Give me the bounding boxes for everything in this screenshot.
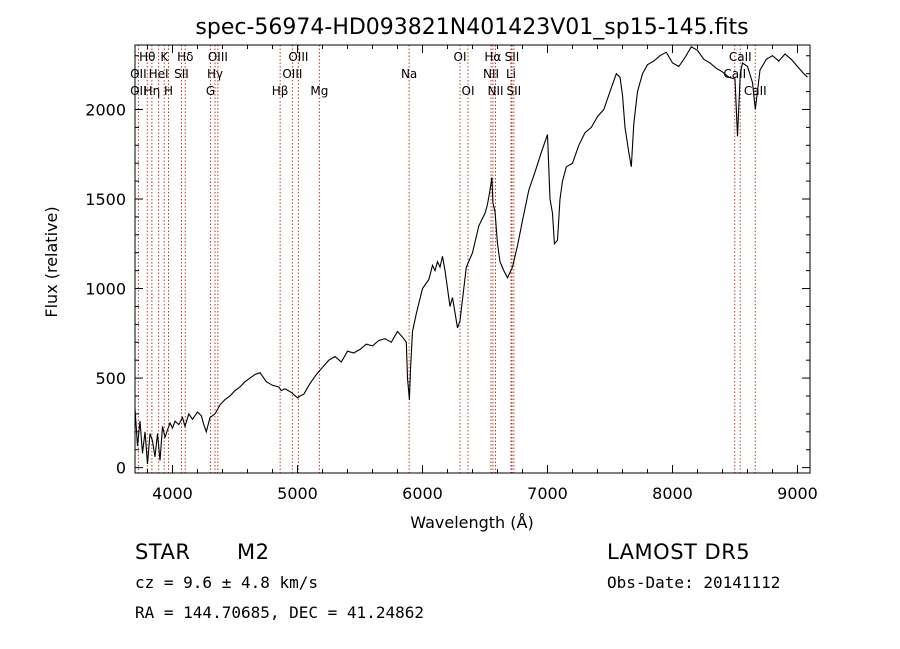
marker-label: Hγ [207,67,223,81]
survey-label: LAMOST DR5 [607,540,751,564]
marker-label: H [164,84,173,98]
marker-label: Hθ [139,50,155,64]
x-tick-label: 6000 [402,484,443,503]
marker-label: CaII [744,84,767,98]
marker-label: OII [130,67,147,81]
axis-ticks: 4000 5000 6000 7000 8000 9000 0 500 1000 1500 2000 [85,45,818,503]
marker-label: G [206,84,215,98]
marker-label: Hη [144,84,161,98]
marker-label: OIII [208,50,228,64]
x-axis-label: Wavelength (Å) [410,513,533,532]
coordinates-text: RA = 144.70685, DEC = 41.24862 [135,603,424,622]
marker-label: OII [130,84,147,98]
marker-label: Na [401,67,417,81]
x-tick-label: 8000 [652,484,693,503]
y-tick-label: 1500 [85,190,126,209]
object-class-label: STAR [135,540,191,564]
marker-label: CaII [723,67,746,81]
marker-label: OIII [282,67,302,81]
marker-label: CaII [729,50,752,64]
marker-label: Hβ [272,84,289,98]
x-tick-label: 7000 [527,484,568,503]
x-tick-label: 4000 [152,484,193,503]
marker-label: OIII [288,50,308,64]
chart-title: spec-56974-HD093821N401423V01_sp15-145.f… [195,15,748,40]
marker-label: Hα [484,50,501,64]
marker-label: SII [505,50,520,64]
y-tick-label: 0 [116,459,126,478]
x-tick-label: 9000 [777,484,818,503]
y-tick-label: 2000 [85,100,126,119]
marker-label: NII [487,84,503,98]
marker-label: OI [462,84,475,98]
marker-label: HeI [149,67,169,81]
y-axis-label: Flux (relative) [42,206,61,317]
marker-label: Hδ [177,50,193,64]
object-subclass-label: M2 [237,540,270,564]
marker-label: K [160,50,169,64]
plot-frame [134,44,811,474]
spectrum-line [134,46,808,465]
redshift-text: cz = 9.6 ± 4.8 km/s [135,573,319,592]
emission-line-markers [137,45,756,473]
marker-label: SII [507,84,522,98]
x-tick-label: 5000 [277,484,318,503]
marker-label: NII [483,67,499,81]
marker-label: Mg [310,84,328,98]
y-tick-label: 500 [95,369,126,388]
y-tick-label: 1000 [85,280,126,299]
marker-label: OI [454,50,467,64]
obs-date-text: Obs-Date: 20141112 [607,573,781,592]
emission-line-labels: Hθ K Hδ OIII OIII OI Hα SII CaII OII HeI SII Hγ OIII N… [130,50,767,98]
marker-label: Li [506,67,516,81]
marker-label: SII [174,67,189,81]
